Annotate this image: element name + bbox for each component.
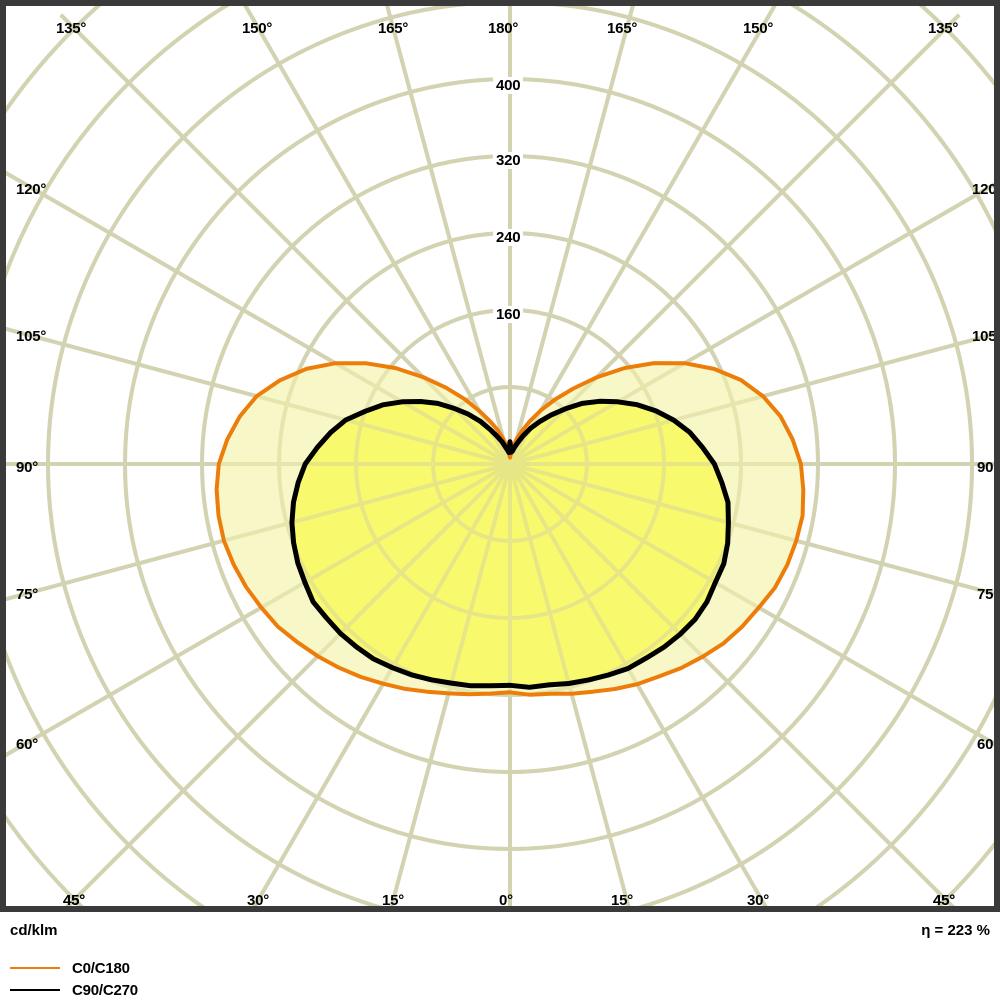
radial-label-400: 400 [493,77,524,94]
legend-label-c90-c270: C90/C270 [72,981,138,999]
efficiency-label: η = 223 % [921,922,990,939]
legend-item-c0-c180: C0/C180 [10,959,130,977]
angle-label-right-75: 75° [977,586,1000,603]
angle-label-left-75: 75° [16,586,39,603]
angle-label-right-105: 105° [972,328,1000,345]
angle-label-top-135-left: 135° [56,20,87,37]
angle-label-top-165-left: 165° [378,20,409,37]
radial-label-320: 320 [493,152,524,169]
angle-label-right-45: 45° [933,892,956,909]
angle-label-bottom-45-right: 45° [933,892,956,909]
radial-label-240: 240 [493,229,524,246]
angle-label-left-120: 120° [16,181,47,198]
angle-label-bottom-0: 0° [499,892,513,909]
legend-item-c90-c270: C90/C270 [10,981,138,999]
polar-plot-svg [6,6,994,906]
legend-swatch-c0-c180 [10,967,60,969]
angle-label-left-60: 60° [16,736,39,753]
angle-label-right-120: 120° [972,181,1000,198]
angle-label-bottom-15-right: 15° [611,892,634,909]
angle-label-top-150-left: 150° [242,20,273,37]
series-curve-c0-c180 [214,361,806,697]
chart-footer: cd/klm η = 223 % C0/C180 C90/C270 [0,912,1000,1000]
angle-label-top-135-right: 135° [928,20,959,37]
angle-label-bottom-30-right: 30° [747,892,770,909]
angle-label-left-45: 45° [63,892,86,909]
angle-label-left-105: 105° [16,328,47,345]
legend-label-c0-c180: C0/C180 [72,959,130,977]
angle-label-right-60: 60° [977,736,1000,753]
radial-label-160: 160 [493,306,524,323]
series-curve-c90-c270 [289,398,731,690]
angle-label-bottom-15-left: 15° [382,892,405,909]
angle-label-right-90: 90° [977,459,1000,476]
angle-label-bottom-30-left: 30° [247,892,270,909]
legend-swatch-c90-c270 [10,989,60,991]
angle-label-bottom-45-left: 45° [63,892,86,909]
polar-plot-area: 135° 150° 165° 180° 165° 150° 135° 120° … [0,0,1000,912]
angle-label-top-180: 180° [488,20,519,37]
angle-label-top-165-right: 165° [607,20,638,37]
angle-label-top-150-right: 150° [743,20,774,37]
polar-grid-overlay [6,6,994,906]
angle-label-left-90: 90° [16,459,39,476]
unit-label: cd/klm [10,922,58,939]
